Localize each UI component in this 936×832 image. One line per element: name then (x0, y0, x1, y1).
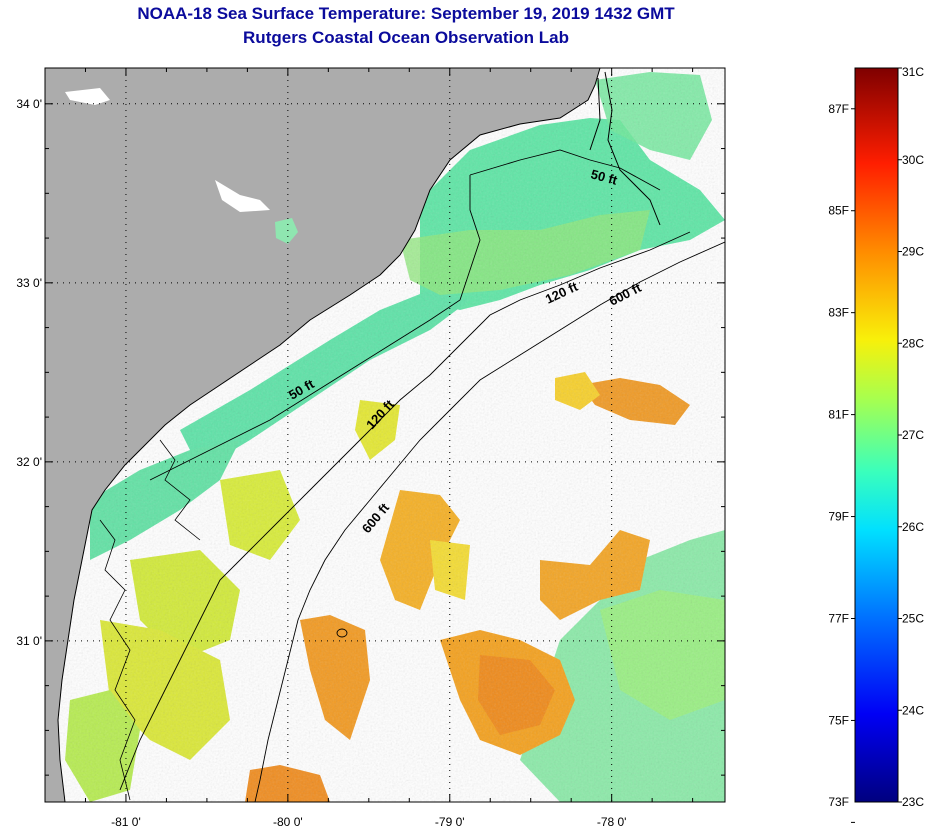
latitude-axis: 34 0' 33 0' 32 0' 31 0' (16, 97, 725, 776)
lat-tick-label: 32 0' (16, 455, 42, 469)
colorbar-celsius-label: 23C (902, 795, 924, 809)
colorbar-celsius-label: 25C (902, 612, 924, 626)
lat-tick-label: 34 0' (16, 97, 42, 111)
longitude-axis: -81 0' -80 0' -79 0' -78 0' (44, 68, 694, 829)
lon-tick-label: -78 0' (597, 815, 627, 829)
lat-tick-label: 31 0' (16, 634, 42, 648)
inland-lake (215, 180, 270, 212)
colorbar-celsius-labels: 31C 30C 29C 28C 27C 26C 25C 24C 23C (898, 65, 924, 809)
contour-120ft (119, 231, 691, 791)
map-frame (44, 67, 726, 803)
colorbar-celsius-label: 30C (902, 153, 924, 167)
estuary-outline (589, 71, 661, 226)
colorbar-fahrenheit-labels: 87F 85F 83F 81F 79F 77F 75F 73F (828, 102, 855, 823)
estuary-outline (99, 519, 136, 801)
inland-lake (65, 88, 110, 105)
lon-tick-label: -79 0' (435, 815, 465, 829)
estuary-outline (159, 439, 201, 541)
map-subtitle: Rutgers Coastal Ocean Observation Lab (243, 28, 569, 47)
colorbar-fahrenheit-label: 81F (828, 408, 849, 422)
contour-50ft (149, 149, 661, 481)
coastline (57, 68, 601, 802)
colorbar-celsius-label: 24C (902, 703, 924, 717)
lon-tick-label: -80 0' (273, 815, 303, 829)
colorbar-fahrenheit-label: 85F (828, 204, 849, 218)
colorbar-celsius-label: 31C (902, 65, 924, 79)
contour-600ft-loop (336, 628, 348, 638)
lat-tick-label: 33 0' (16, 276, 42, 290)
colorbar-fahrenheit-label: 75F (828, 713, 849, 727)
map-title: NOAA-18 Sea Surface Temperature: Septemb… (137, 4, 675, 23)
colorbar-fahrenheit-label: 87F (828, 102, 849, 116)
colorbar-fahrenheit-label: 77F (828, 612, 849, 626)
colorbar-celsius-label: 29C (902, 245, 924, 259)
inland-lake (275, 218, 298, 244)
colorbar-celsius-label: 26C (902, 520, 924, 534)
colorbar-fahrenheit-label: 83F (828, 306, 849, 320)
colorbar-celsius-label: 27C (902, 428, 924, 442)
contour-600ft (254, 241, 725, 802)
colorbar-fahrenheit-label: 79F (828, 510, 849, 524)
colorbar-celsius-label: 28C (902, 336, 924, 350)
land (45, 68, 600, 802)
graticule (45, 68, 725, 802)
lon-tick-label: -81 0' (111, 815, 141, 829)
colorbar-fahrenheit-label: 73F (828, 795, 849, 809)
colorbar-scale (854, 67, 899, 803)
